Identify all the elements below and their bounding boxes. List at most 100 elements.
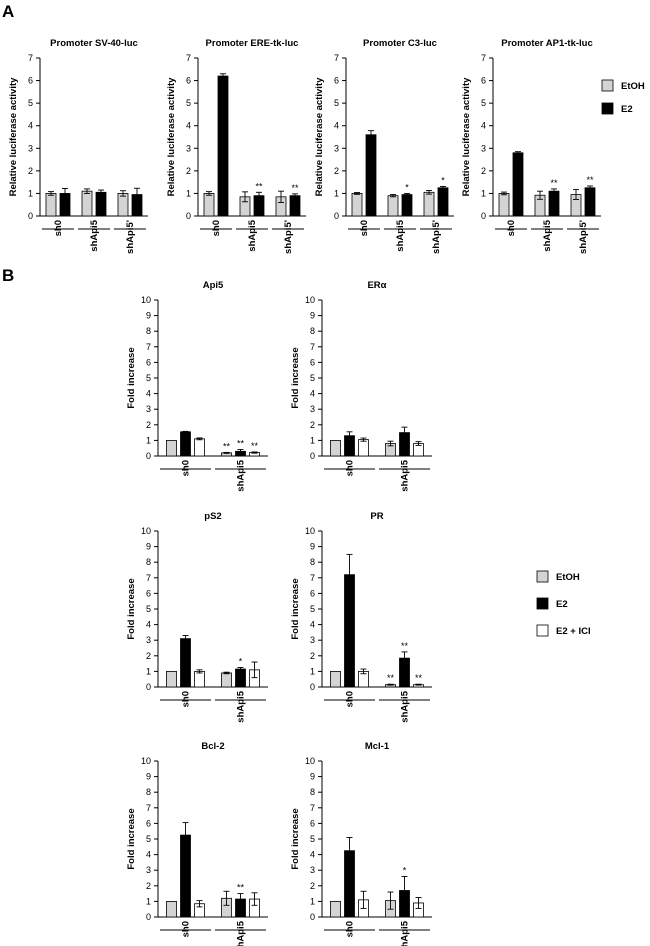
y-tick-label: 4 (481, 121, 486, 131)
group-label: shApi5 (400, 690, 411, 722)
legend-label: EtOH (621, 81, 645, 92)
group-label: shApi5 (400, 459, 411, 491)
y-tick-label: 2 (310, 881, 315, 891)
bar (289, 195, 301, 217)
significance-mark: ** (251, 441, 259, 451)
y-tick-label: 7 (310, 803, 315, 813)
bar (95, 191, 107, 217)
y-tick-label: 5 (186, 98, 191, 108)
chart-pr: PR 0 1 2 3 4 5 6 7 8 9 10 Fold increase sh0 ** ** ** shAp… (290, 511, 432, 723)
legend-panel-a: EtOH E2 (601, 79, 645, 115)
group-label: sh0 (506, 220, 517, 236)
y-tick-label: 10 (305, 526, 315, 536)
group-label: sh0 (181, 460, 192, 476)
y-tick-label: 4 (146, 389, 151, 399)
y-tick-label: 0 (310, 451, 315, 461)
chart-title: Bcl-2 (201, 741, 224, 752)
y-axis-label: Fold increase (290, 578, 301, 639)
y-axis-label: Relative luciferase activity (314, 77, 325, 197)
y-tick-label: 1 (186, 188, 191, 198)
y-tick-label: 1 (310, 896, 315, 906)
y-tick-label: 1 (310, 435, 315, 445)
group-label: sh0 (345, 691, 356, 707)
y-tick-label: 5 (481, 98, 486, 108)
chart-promoter-c3-luc: Promoter C3-luc 0 1 2 3 4 5 6 7 Relative lucifera… (314, 38, 454, 254)
legend-panel-b: EtOH E2 E2 + ICI (536, 570, 591, 637)
y-tick-label: 8 (310, 326, 315, 336)
y-tick-label: 6 (186, 76, 191, 86)
chart-title: ERα (367, 280, 386, 291)
bar (437, 187, 449, 217)
y-axis-label: Fold increase (126, 808, 137, 869)
y-tick-label: 8 (146, 787, 151, 797)
chart-title: Promoter ERE-tk-luc (206, 38, 299, 49)
y-tick-label: 6 (146, 818, 151, 828)
y-axis-label: Relative luciferase activity (8, 77, 19, 197)
y-tick-label: 5 (310, 604, 315, 614)
significance-mark: ** (550, 178, 558, 188)
y-tick-label: 8 (146, 557, 151, 567)
y-tick-label: 2 (146, 420, 151, 430)
y-tick-label: 9 (146, 311, 151, 321)
chart-title: Api5 (203, 280, 224, 291)
y-tick-label: 4 (146, 620, 151, 630)
y-tick-label: 0 (28, 211, 33, 221)
y-tick-label: 3 (310, 865, 315, 875)
y-tick-label: 1 (146, 666, 151, 676)
bar (498, 193, 510, 217)
significance-mark: * (441, 175, 445, 185)
y-tick-label: 0 (186, 211, 191, 221)
charts-layer: Promoter SV-40-luc 0 1 2 3 4 5 6 7 Relative lucif… (8, 38, 601, 946)
y-tick-label: 2 (186, 166, 191, 176)
significance-mark: ** (586, 175, 594, 185)
bar (351, 193, 363, 217)
legend-label: E2 + ICI (556, 626, 591, 637)
y-tick-label: 5 (334, 98, 339, 108)
group-label: shApi5 (236, 459, 247, 491)
group-label: sh0 (359, 220, 370, 236)
bar (401, 194, 413, 217)
y-tick-label: 2 (146, 881, 151, 891)
group-label: shApi5 (542, 219, 553, 251)
y-tick-label: 10 (141, 756, 151, 766)
group-label: shApi5' (125, 220, 136, 254)
y-tick-label: 2 (28, 166, 33, 176)
significance-mark: ** (415, 673, 423, 683)
y-tick-label: 2 (310, 420, 315, 430)
y-tick-label: 10 (141, 526, 151, 536)
y-tick-label: 3 (146, 404, 151, 414)
y-tick-label: 2 (481, 166, 486, 176)
panel-b-label: B (2, 266, 14, 285)
chart-promoter-ap1-tk-luc: Promoter AP1-tk-luc 0 1 2 3 4 5 6 7 Relative luci… (461, 38, 601, 254)
y-tick-label: 6 (334, 76, 339, 86)
chart-title: Mcl-1 (365, 741, 390, 752)
chart-title: Promoter SV-40-luc (50, 38, 138, 49)
y-tick-label: 3 (310, 404, 315, 414)
chart-api5: Api5 0 1 2 3 4 5 6 7 8 9 10 Fold increase sh0 ** ** ** sh… (126, 280, 268, 492)
chart-mcl-1: Mcl-1 0 1 2 3 4 5 6 7 8 9 10 Fold increase sh0 * shApi5 (290, 741, 432, 946)
y-axis-label: Relative luciferase activity (166, 77, 177, 197)
y-tick-label: 7 (28, 53, 33, 63)
y-tick-label: 0 (334, 211, 339, 221)
bar (365, 134, 377, 217)
y-tick-label: 1 (146, 435, 151, 445)
y-tick-label: 4 (28, 121, 33, 131)
y-tick-label: 8 (310, 787, 315, 797)
y-tick-label: 8 (310, 557, 315, 567)
group-label: sh0 (345, 921, 356, 937)
y-axis-label: Fold increase (290, 808, 301, 869)
significance-mark: ** (387, 673, 395, 683)
chart-er-: ERα 0 1 2 3 4 5 6 7 8 9 10 Fold increase sh0 shApi5 (290, 280, 432, 492)
significance-mark: ** (401, 641, 409, 651)
y-tick-label: 0 (146, 451, 151, 461)
y-tick-label: 10 (305, 756, 315, 766)
group-label: shApi5' (578, 220, 589, 254)
y-tick-label: 4 (310, 850, 315, 860)
bar (194, 671, 205, 688)
chart-title: Promoter AP1-tk-luc (501, 38, 593, 49)
group-label: shApi5' (431, 220, 442, 254)
y-tick-label: 3 (186, 143, 191, 153)
y-axis-label: Relative luciferase activity (461, 77, 472, 197)
bar (166, 901, 177, 918)
bar (81, 190, 93, 217)
